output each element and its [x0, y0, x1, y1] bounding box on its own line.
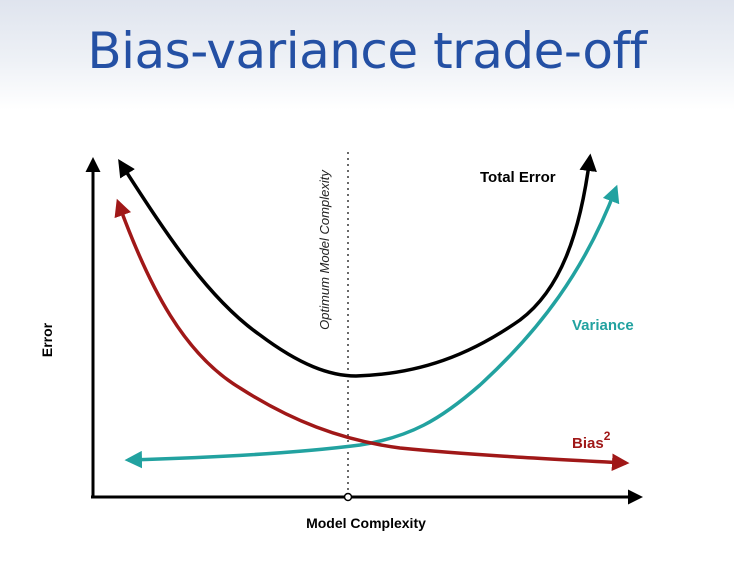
y-axis-label: Error [39, 322, 55, 357]
bias-label: Bias2 [572, 429, 611, 452]
optimum-label: Optimum Model Complexity [317, 169, 332, 330]
total-error-label: Total Error [480, 169, 556, 186]
bias-curve [118, 202, 626, 463]
x-axis-label: Model Complexity [306, 515, 426, 531]
bias-label-superscript: 2 [604, 429, 611, 443]
variance-curve [128, 188, 616, 460]
optimum-marker [345, 494, 352, 501]
bias-label-text: Bias [572, 435, 604, 452]
variance-label: Variance [572, 317, 634, 334]
